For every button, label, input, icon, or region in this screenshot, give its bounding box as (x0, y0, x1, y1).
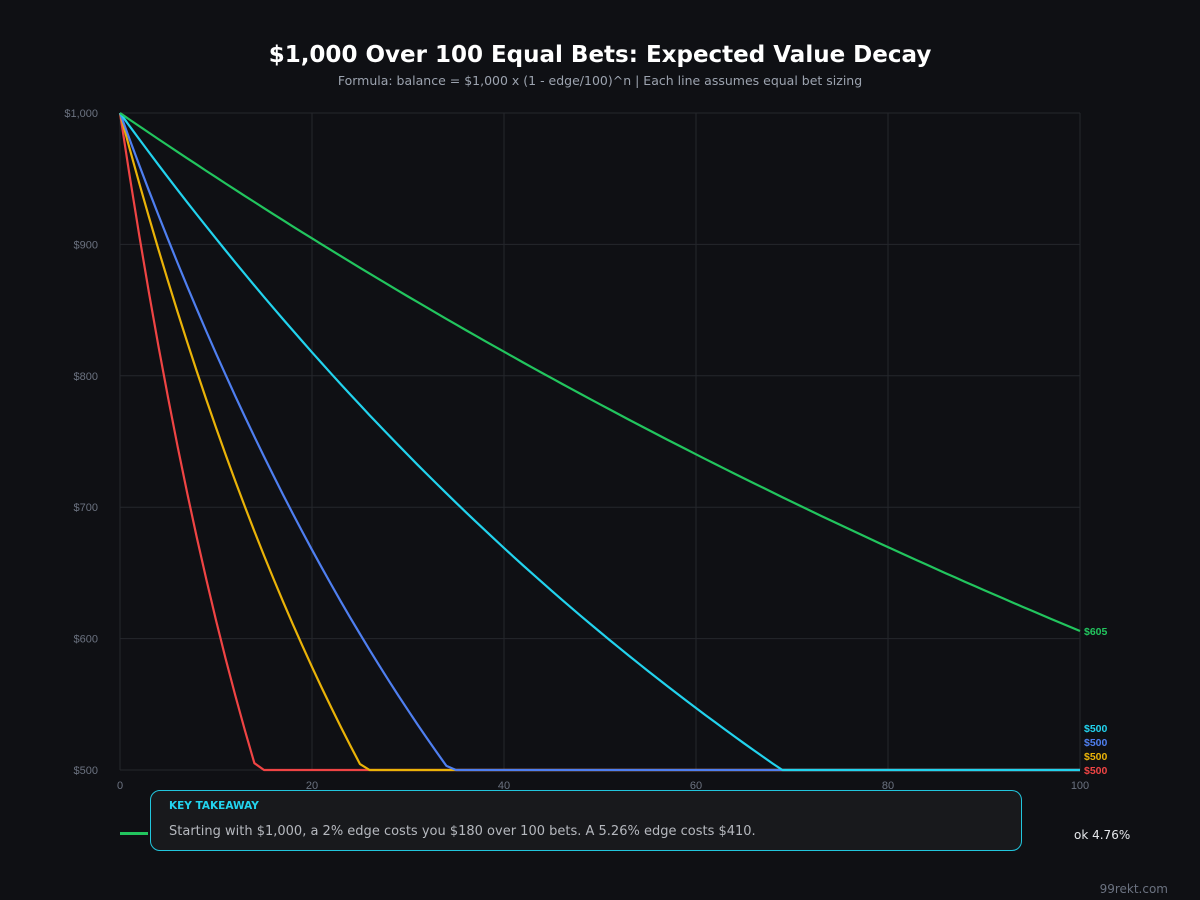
x-tick-label: 60 (690, 780, 702, 792)
y-tick-label: $800 (74, 371, 98, 383)
legend-swatch (120, 832, 148, 835)
legend-label: ok 4.76% (1074, 828, 1131, 842)
x-tick-label: 0 (117, 780, 123, 792)
x-tick-label: 40 (498, 780, 510, 792)
x-tick-label: 80 (882, 780, 894, 792)
y-tick-label: $600 (74, 634, 98, 646)
y-tick-label: $1,000 (64, 108, 98, 120)
series-line (119, 112, 1080, 772)
y-tick-label: $900 (74, 239, 98, 251)
series-line (119, 112, 1081, 633)
end-value-label: $500 (1084, 751, 1108, 763)
x-tick-label: 100 (1071, 780, 1089, 792)
series-line (118, 112, 1080, 772)
key-takeaway-box: KEY TAKEAWAY Starting with $1,000, a 2% … (150, 790, 1022, 851)
chart-title: $1,000 Over 100 Equal Bets: Expected Val… (268, 42, 932, 68)
end-value-label: $500 (1084, 737, 1108, 749)
end-value-label: $605 (1084, 626, 1108, 638)
y-tick-label: $700 (74, 502, 98, 514)
footer-watermark: 99rekt.com (1099, 882, 1168, 896)
chart-subtitle: Formula: balance = $1,000 x (1 - edge/10… (337, 73, 863, 88)
y-tick-label: $500 (74, 765, 98, 777)
series-line (118, 112, 1080, 772)
takeaway-body: Starting with $1,000, a 2% edge costs yo… (169, 824, 756, 839)
end-value-label: $500 (1084, 723, 1108, 735)
end-value-label: $500 (1084, 765, 1108, 777)
series-line (118, 112, 1080, 772)
x-tick-label: 20 (306, 780, 318, 792)
takeaway-heading: KEY TAKEAWAY (169, 800, 259, 812)
